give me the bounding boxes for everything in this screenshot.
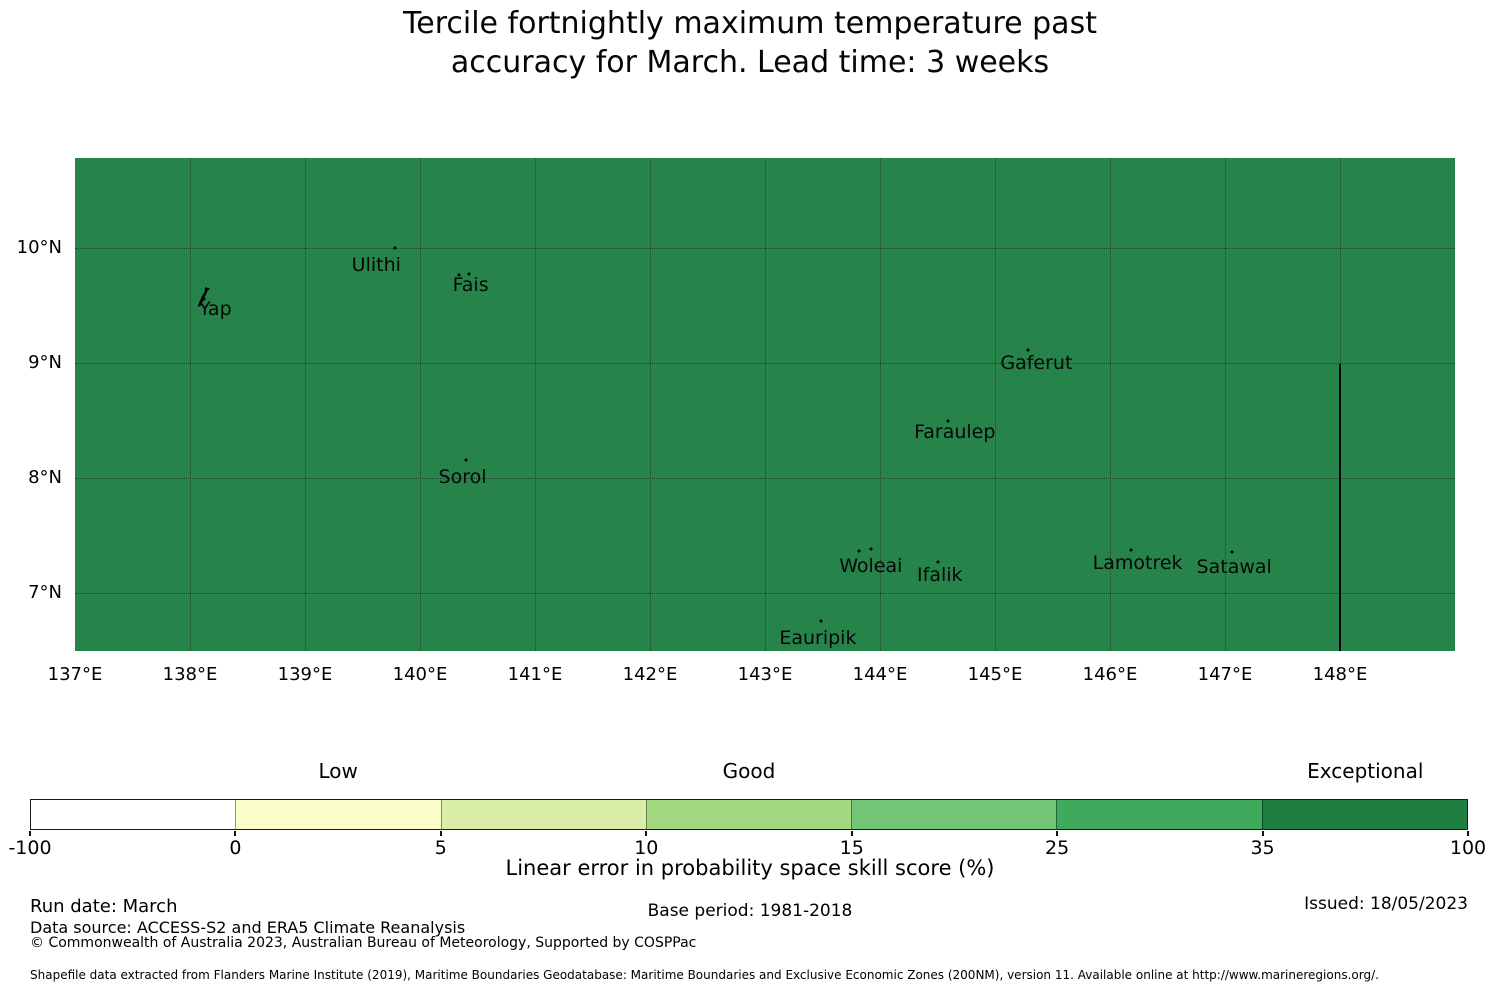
footer-shapefile-attribution: Shapefile data extracted from Flanders M… bbox=[30, 968, 1379, 982]
island-dot bbox=[1230, 550, 1234, 554]
colorbar-tick bbox=[645, 831, 648, 836]
x-axis-tick-label: 147°E bbox=[1197, 664, 1253, 685]
footer-data-source: Data source: ACCESS-S2 and ERA5 Climate … bbox=[30, 918, 466, 937]
meridian-gridline bbox=[1224, 158, 1226, 651]
meridian-gridline bbox=[304, 158, 306, 651]
colorbar-tick-label: -100 bbox=[8, 837, 52, 859]
island-dot bbox=[857, 549, 861, 553]
island-dot bbox=[1129, 548, 1133, 552]
colorbar-segment bbox=[645, 800, 852, 829]
island-label: Fais bbox=[452, 273, 489, 296]
y-axis-tick-label: 7°N bbox=[28, 581, 62, 603]
footer-run-date: Run date: March bbox=[30, 896, 178, 917]
colorbar-segment bbox=[31, 800, 236, 829]
island-label: Gaferut bbox=[1000, 351, 1073, 374]
x-axis-tick-label: 139°E bbox=[277, 664, 333, 685]
island-dot bbox=[202, 297, 206, 301]
meridian-gridline bbox=[879, 158, 881, 651]
island-dot bbox=[946, 419, 950, 423]
chart-title: Tercile fortnightly maximum temperature … bbox=[0, 4, 1500, 82]
eez-boundary-line bbox=[1339, 363, 1341, 651]
island-dot bbox=[1026, 348, 1030, 352]
meridian-gridline bbox=[419, 158, 421, 651]
colorbar-tick bbox=[1467, 831, 1469, 836]
x-axis-tick-label: 137°E bbox=[47, 664, 103, 685]
colorbar-tick bbox=[439, 831, 442, 836]
y-axis-tick-label: 10°N bbox=[16, 236, 62, 258]
meridian-gridline bbox=[994, 158, 996, 651]
x-axis-tick-label: 141°E bbox=[507, 664, 563, 685]
y-axis-tick-label: 9°N bbox=[28, 351, 62, 373]
meridian-gridline bbox=[534, 158, 536, 651]
island-label: Faraulep bbox=[914, 420, 996, 443]
colorbar-tick bbox=[850, 831, 853, 836]
island-label: Eauripik bbox=[779, 626, 857, 649]
colorbar-tick-label: 10 bbox=[634, 837, 659, 859]
x-axis-tick-label: 142°E bbox=[622, 664, 678, 685]
island-label: Yap bbox=[198, 297, 232, 320]
colorbar-tick-label: 0 bbox=[229, 837, 242, 859]
meridian-gridline bbox=[189, 158, 191, 651]
island-dot bbox=[467, 272, 471, 276]
colorbar-tick bbox=[1261, 831, 1264, 836]
footer-copyright: © Commonwealth of Australia 2023, Austra… bbox=[30, 935, 697, 951]
x-axis-tick-label: 148°E bbox=[1312, 664, 1368, 685]
chart-title-line2: accuracy for March. Lead time: 3 weeks bbox=[450, 45, 1050, 80]
island-dot bbox=[457, 273, 461, 277]
colorbar bbox=[30, 799, 1468, 830]
colorbar-segment bbox=[1261, 800, 1467, 829]
parallel-gridline bbox=[75, 248, 1455, 250]
colorbar-axis-label: Linear error in probability space skill … bbox=[505, 856, 995, 880]
island-label: Ulithi bbox=[351, 253, 401, 276]
colorbar-tick bbox=[29, 831, 31, 836]
colorbar-tick bbox=[1056, 831, 1059, 836]
x-axis-tick-label: 146°E bbox=[1082, 664, 1138, 685]
colorbar-segment bbox=[1056, 800, 1262, 829]
colorbar-segment bbox=[440, 800, 646, 829]
island-dot bbox=[869, 547, 873, 551]
chart-title-line1: Tercile fortnightly maximum temperature … bbox=[403, 6, 1097, 41]
island-dot bbox=[393, 246, 397, 250]
footer-base-period: Base period: 1981-2018 bbox=[647, 901, 853, 921]
colorbar-tick bbox=[234, 831, 237, 836]
meridian-gridline bbox=[1109, 158, 1111, 651]
x-axis-tick-label: 140°E bbox=[392, 664, 448, 685]
parallel-gridline bbox=[75, 478, 1455, 480]
colorbar-tick-label: 15 bbox=[839, 837, 864, 859]
meridian-gridline bbox=[764, 158, 766, 651]
colorbar-tick-label: 25 bbox=[1045, 837, 1070, 859]
island-label: Lamotrek bbox=[1092, 551, 1183, 574]
x-axis-tick-label: 145°E bbox=[967, 664, 1023, 685]
island-label: Woleai bbox=[839, 555, 903, 578]
island-label: Ifalik bbox=[917, 564, 963, 587]
y-axis-tick-label: 8°N bbox=[28, 466, 62, 488]
colorbar-category-label: Low bbox=[318, 759, 358, 783]
parallel-gridline bbox=[75, 593, 1455, 595]
colorbar-category-label: Good bbox=[722, 759, 776, 783]
x-axis-tick-label: 143°E bbox=[737, 664, 793, 685]
island-label: Satawal bbox=[1196, 556, 1272, 579]
yap-island-icon bbox=[196, 286, 212, 312]
x-axis-tick-label: 138°E bbox=[162, 664, 218, 685]
island-label: Sorol bbox=[438, 465, 487, 488]
parallel-gridline bbox=[75, 363, 1455, 365]
meridian-gridline bbox=[649, 158, 651, 651]
x-axis-tick-label: 144°E bbox=[852, 664, 908, 685]
island-dot bbox=[936, 560, 939, 564]
footer-issued-date: Issued: 18/05/2023 bbox=[1304, 894, 1468, 914]
colorbar-category-label: Exceptional bbox=[1307, 759, 1424, 783]
colorbar-segment bbox=[235, 800, 441, 829]
colorbar-segment bbox=[851, 800, 1057, 829]
colorbar-tick-label: 5 bbox=[434, 837, 447, 859]
colorbar-tick-label: 35 bbox=[1250, 837, 1275, 859]
colorbar-tick-label: 100 bbox=[1449, 837, 1487, 859]
island-dot bbox=[819, 619, 823, 623]
island-dot bbox=[464, 458, 468, 462]
map-plot-area: Yap Ulithi Fais Sorol Gaferut Faraulep Woleai I… bbox=[75, 158, 1455, 651]
